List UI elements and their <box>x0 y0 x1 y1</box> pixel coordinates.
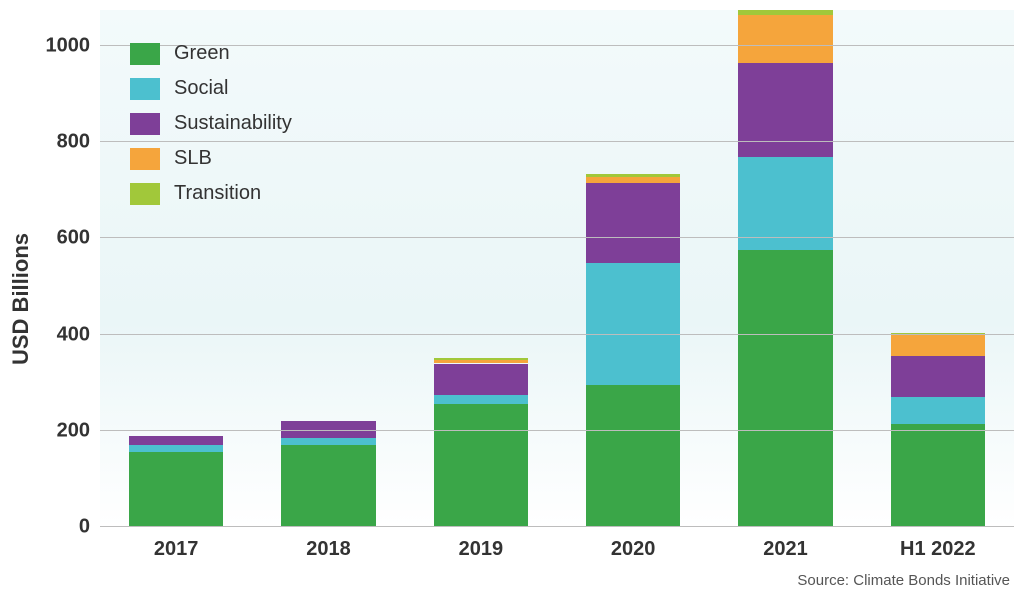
legend-swatch <box>130 43 160 65</box>
bar-segment-social <box>281 438 375 445</box>
gridline <box>100 526 1014 527</box>
y-tick-label: 600 <box>0 227 90 250</box>
legend-item-sustainability: Sustainability <box>130 112 292 135</box>
legend-swatch <box>130 113 160 135</box>
bar-segment-social <box>129 445 223 452</box>
x-tick-label: H1 2022 <box>900 538 976 561</box>
legend-label: Social <box>174 77 228 100</box>
bar-segment-slb <box>738 15 832 63</box>
bar-segment-social <box>434 395 528 405</box>
gridline <box>100 430 1014 431</box>
legend-swatch <box>130 78 160 100</box>
bar-segment-green <box>434 404 528 527</box>
y-tick-label: 200 <box>0 419 90 442</box>
bar-segment-sustainability <box>738 63 832 157</box>
source-label: Source: Climate Bonds Initiative <box>797 572 1010 589</box>
legend-swatch <box>130 148 160 170</box>
x-tick-label: 2017 <box>154 538 199 561</box>
x-tick-label: 2019 <box>459 538 504 561</box>
legend-label: Transition <box>174 182 261 205</box>
x-tick-label: 2021 <box>763 538 808 561</box>
legend-label: Sustainability <box>174 112 292 135</box>
bar-segment-social <box>586 263 680 386</box>
y-tick-label: 400 <box>0 323 90 346</box>
bar-segment-social <box>738 157 832 251</box>
bar-segment-slb <box>586 177 680 183</box>
bar-segment-green <box>891 424 985 527</box>
bar-segment-green <box>281 445 375 527</box>
bar-segment-sustainability <box>891 356 985 397</box>
y-tick-label: 1000 <box>0 35 90 58</box>
chart-container: USD Billions GreenSocialSustainabilitySL… <box>0 0 1024 597</box>
legend: Green Social Sustainability SLB Transition <box>130 42 292 217</box>
gridline <box>100 237 1014 238</box>
gridline <box>100 334 1014 335</box>
bar-segment-green <box>586 385 680 527</box>
legend-label: Green <box>174 42 230 65</box>
bar-segment-sustainability <box>434 364 528 395</box>
y-tick-label: 0 <box>0 516 90 539</box>
bar-segment-green <box>129 452 223 527</box>
legend-item-slb: SLB <box>130 147 292 170</box>
bar-segment-sustainability <box>129 436 223 446</box>
x-tick-label: 2020 <box>611 538 656 561</box>
bar-segment-transition <box>586 174 680 178</box>
legend-swatch <box>130 183 160 205</box>
bar-segment-social <box>891 397 985 423</box>
bar-segment-slb <box>434 360 528 364</box>
bar-segment-slb <box>891 335 985 357</box>
legend-item-social: Social <box>130 77 292 100</box>
legend-label: SLB <box>174 147 212 170</box>
legend-item-green: Green <box>130 42 292 65</box>
legend-item-transition: Transition <box>130 182 292 205</box>
bar-segment-sustainability <box>586 183 680 262</box>
bar-segment-green <box>738 250 832 527</box>
x-tick-label: 2018 <box>306 538 351 561</box>
y-tick-label: 800 <box>0 131 90 154</box>
bar-segment-transition <box>434 358 528 360</box>
bar-segment-transition <box>738 10 832 15</box>
